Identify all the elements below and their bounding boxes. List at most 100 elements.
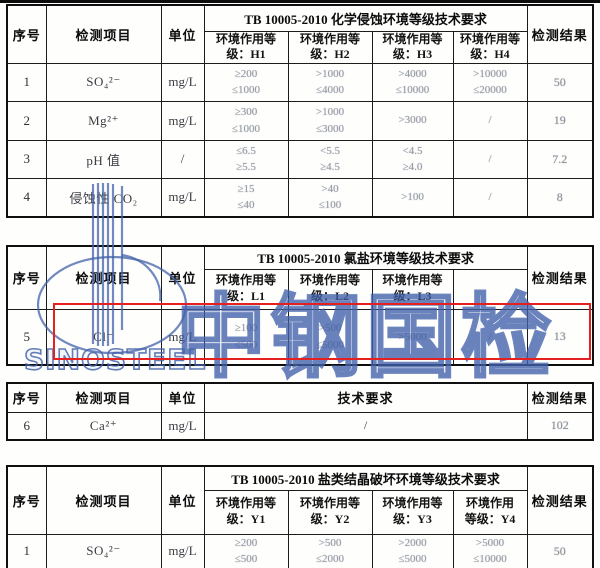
grade-value-cell: ≥15 ≤40 <box>203 177 289 218</box>
result-cell: 50 <box>526 533 594 568</box>
grade-value-cell: >1000 ≤3000 <box>287 100 373 141</box>
grade-header-y4: 环境作用 等级：Y4 <box>452 489 528 535</box>
grade-header-line: 环境作用等 <box>382 31 443 46</box>
section-title-salt: TB 10005-2010 盐类结晶破坏环境等级技术要求 <box>203 465 528 491</box>
unit-cell: mg/L <box>160 62 205 102</box>
seq-header: 序号 <box>6 245 47 310</box>
seq-header: 序号 <box>6 465 47 535</box>
table-row: 1 SO₄²⁻ mg/L ≥200 ≤500 >500 ≤2000 >2000 ≤50… <box>6 533 594 568</box>
grade-header-y1: 环境作用等 级：Y1 <box>203 489 289 535</box>
section-title-chloride: TB 10005-2010 氯盐环境等级技术要求 <box>203 245 528 270</box>
table-row: 1 SO₄²⁻ mg/L ≥200 ≤1000 >1000 ≤4000 >4000 ≤… <box>6 62 594 102</box>
item-cell: pH 值 <box>45 139 162 179</box>
grade-value-cell: >5000 ≤10000 <box>452 533 528 568</box>
seq-cell: 4 <box>6 177 47 218</box>
grade-header-line: 环境作用等 <box>299 496 360 511</box>
result-header: 检测结果 <box>526 4 594 64</box>
grade-header-line: 级：L2 <box>310 289 349 303</box>
grade-header-line: 环境作用等 <box>215 496 276 511</box>
tech-requirement-header: 技术要求 <box>203 382 528 413</box>
item-header: 检测项目 <box>45 382 162 413</box>
seq-cell: 2 <box>6 100 47 141</box>
grade-header-line: 环境作用等 <box>299 31 360 46</box>
grade-header-line: 级：H3 <box>392 47 433 62</box>
grade-header-h3: 环境作用等 级：H3 <box>371 30 454 64</box>
grade-header-line: 环境作用等 <box>215 273 276 288</box>
seq-cell: 1 <box>6 533 47 568</box>
grade-header-line: 等级：Y4 <box>464 512 516 526</box>
salt-crystallization-table: 序号 检测项目 单位 TB 10005-2010 盐类结晶破坏环境等级技术要求 … <box>6 465 595 568</box>
grade-header-y2: 环境作用等 级：Y2 <box>287 489 373 535</box>
grade-value-cell: ≤6.5 ≥5.5 <box>203 139 289 179</box>
grade-value-cell: >100 <box>371 177 454 218</box>
grade-value-cell: >40 ≤100 <box>287 177 373 218</box>
grade-value-cell: ≥300 ≤1000 <box>203 100 289 141</box>
unit-cell: mg/L <box>160 411 205 441</box>
grade-value-cell: >500 ≤5000 <box>287 308 373 366</box>
table-row: 5 Cl⁻ mg/L ≥100 ≤500 >500 ≤5000 >5000 / 13 <box>6 308 594 366</box>
grade-header-l3: 环境作用等 级：L3 <box>371 268 454 310</box>
table-row: 6 Ca²⁺ mg/L / 102 <box>6 411 594 441</box>
result-cell: 19 <box>526 100 594 141</box>
grade-header-line: 环境作用等 <box>215 31 276 46</box>
unit-header: 单位 <box>160 465 205 535</box>
grade-header-line: 级：Y3 <box>393 512 432 526</box>
result-header: 检测结果 <box>526 382 594 413</box>
seq-header: 序号 <box>6 4 47 64</box>
grade-header-y3: 环境作用等 级：Y3 <box>371 489 454 535</box>
item-cell: Cl⁻ <box>45 308 162 366</box>
grade-value-cell: >1000 ≤4000 <box>287 62 373 102</box>
grade-value-cell: >500 ≤2000 <box>287 533 373 568</box>
grade-header-line: 级：H4 <box>470 47 510 62</box>
grade-header-line: 级：Y2 <box>310 512 350 526</box>
unit-header: 单位 <box>160 382 205 413</box>
grade-value-cell: / <box>452 139 528 179</box>
item-header: 检测项目 <box>45 245 162 310</box>
grade-header-l1: 环境作用等 级：L1 <box>203 268 289 310</box>
item-cell: 侵蚀性 CO₂ <box>45 177 162 218</box>
grade-header-line: 级：H1 <box>226 47 266 62</box>
unit-cell: mg/L <box>160 177 205 218</box>
grade-value-cell: >2000 ≤5000 <box>371 533 454 568</box>
result-cell: 13 <box>526 308 594 366</box>
grade-value-cell: / <box>452 177 528 218</box>
grade-value-cell: >4000 ≤10000 <box>371 62 454 102</box>
item-header: 检测项目 <box>45 465 162 535</box>
seq-header: 序号 <box>6 382 47 413</box>
seq-cell: 3 <box>6 139 47 179</box>
grade-header-line: 环境作用 <box>466 496 515 511</box>
grade-value-cell: ≥200 ≤500 <box>203 533 289 568</box>
result-header: 检测结果 <box>526 245 594 310</box>
seq-cell: 5 <box>6 308 47 366</box>
grade-value-cell: / <box>452 100 528 141</box>
unit-header: 单位 <box>160 4 205 64</box>
tech-requirement-table: 序号 检测项目 单位 技术要求 检测结果 6 Ca²⁺ mg/L / 102 <box>6 382 594 441</box>
section-title-chemical: TB 10005-2010 化学侵蚀环境等级技术要求 <box>203 4 528 32</box>
chemical-erosion-table: 序号 检测项目 单位 TB 10005-2010 化学侵蚀环境等级技术要求 检测… <box>6 4 595 219</box>
grade-header-line: 环境作用等 <box>460 31 521 46</box>
unit-cell: mg/L <box>160 533 205 568</box>
grade-header-h1: 环境作用等 级：H1 <box>203 30 289 64</box>
result-header: 检测结果 <box>526 465 594 535</box>
grade-header-line: 级：Y1 <box>226 512 266 526</box>
result-cell: 50 <box>526 62 594 102</box>
grade-value-cell: / <box>452 308 528 366</box>
chloride-table: 序号 检测项目 单位 TB 10005-2010 氯盐环境等级技术要求 检测结果… <box>6 245 595 366</box>
grade-value-cell: >10000 ≤20000 <box>452 62 528 102</box>
unit-cell: mg/L <box>160 308 205 366</box>
grade-header-line: 级：L3 <box>393 289 432 303</box>
grade-header-line: 环境作用等 <box>382 273 443 288</box>
unit-cell: / <box>160 139 205 179</box>
seq-cell: 6 <box>6 411 47 441</box>
item-header: 检测项目 <box>45 4 162 64</box>
tech-requirement-cell: / <box>203 411 528 441</box>
grade-value-cell: ≥100 ≤500 <box>203 308 289 366</box>
table-row: 2 Mg²⁺ mg/L ≥300 ≤1000 >1000 ≤3000 >3000 /… <box>6 100 594 141</box>
item-cell: Mg²⁺ <box>45 100 162 141</box>
grade-header-blank <box>452 268 528 310</box>
page-top-border <box>0 0 600 3</box>
table-row: 4 侵蚀性 CO₂ mg/L ≥15 ≤40 >40 ≤100 >100 / 8 <box>6 177 594 218</box>
grade-value-cell: >5000 <box>371 308 454 366</box>
item-cell: SO₄²⁻ <box>45 62 162 102</box>
result-cell: 102 <box>526 411 594 441</box>
